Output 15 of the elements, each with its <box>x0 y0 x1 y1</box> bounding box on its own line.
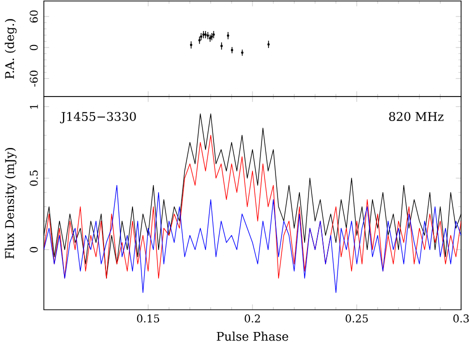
annotation: J1455−3330 <box>60 112 136 124</box>
y-tick-label: 1 <box>30 104 38 109</box>
x-tick-label: 0.25 <box>346 314 368 323</box>
x-tick-label: 0.15 <box>137 314 160 323</box>
annotation: 820 MHz <box>389 112 444 122</box>
y-tick-label: 60 <box>30 10 38 23</box>
y-tick-label: 0.5 <box>30 170 38 186</box>
x-axis-title: Pulse Phase <box>216 332 288 342</box>
y-axis-title: P.A. (deg.) <box>4 19 17 79</box>
y-tick-label: 0 <box>30 247 38 253</box>
y-tick-label: -60 <box>30 70 38 87</box>
y-tick-label: 0 <box>30 45 38 50</box>
y-axis-title: Flux Density (mJy) <box>4 148 17 259</box>
x-tick-label: 0.3 <box>453 314 469 323</box>
x-tick-label: 0.2 <box>244 314 260 323</box>
